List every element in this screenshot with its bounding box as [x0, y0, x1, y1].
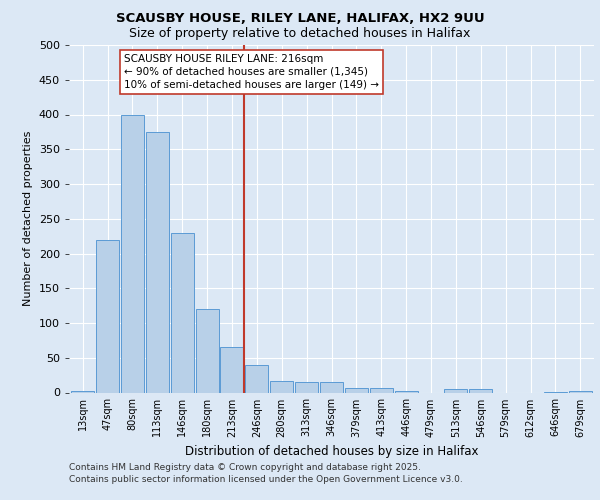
Bar [170, 232, 194, 392]
Text: Contains HM Land Registry data © Crown copyright and database right 2025.: Contains HM Land Registry data © Crown c… [69, 462, 421, 471]
Bar [295, 382, 318, 392]
Bar [345, 388, 368, 392]
Bar [146, 132, 169, 392]
Bar [121, 114, 144, 392]
Bar [445, 389, 467, 392]
Bar [196, 309, 218, 392]
Bar [245, 364, 268, 392]
Text: Contains public sector information licensed under the Open Government Licence v3: Contains public sector information licen… [69, 475, 463, 484]
Y-axis label: Number of detached properties: Number of detached properties [23, 131, 33, 306]
Bar [320, 382, 343, 392]
X-axis label: Distribution of detached houses by size in Halifax: Distribution of detached houses by size … [185, 445, 478, 458]
Bar [270, 380, 293, 392]
Bar [220, 346, 244, 393]
Bar [395, 391, 418, 392]
Text: SCAUSBY HOUSE, RILEY LANE, HALIFAX, HX2 9UU: SCAUSBY HOUSE, RILEY LANE, HALIFAX, HX2 … [116, 12, 484, 26]
Bar [370, 388, 393, 392]
Bar [71, 391, 94, 392]
Bar [469, 389, 493, 392]
Bar [569, 391, 592, 392]
Bar [96, 240, 119, 392]
Text: SCAUSBY HOUSE RILEY LANE: 216sqm
← 90% of detached houses are smaller (1,345)
10: SCAUSBY HOUSE RILEY LANE: 216sqm ← 90% o… [124, 54, 379, 90]
Text: Size of property relative to detached houses in Halifax: Size of property relative to detached ho… [130, 28, 470, 40]
